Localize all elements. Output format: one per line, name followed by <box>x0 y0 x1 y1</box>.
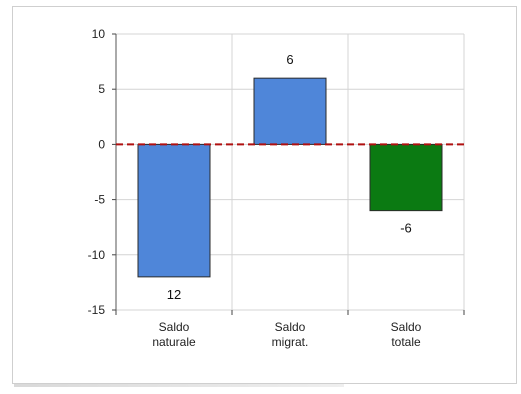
bar <box>137 143 211 278</box>
chart-bars <box>137 77 443 278</box>
bar-value-label: 6 <box>286 52 293 67</box>
y-tick-label: -15 <box>88 303 106 317</box>
chart-frame: 10 5 0 -5 -10 -15 12 Saldo naturale 6 Saldo migrat.… <box>12 6 517 384</box>
chart-axes <box>112 33 468 315</box>
y-tick-label: 10 <box>92 27 106 41</box>
bar-chart: 1050-5-10-1512Saldonaturale6Saldomigrat.… <box>88 27 468 349</box>
y-tick-label: 5 <box>98 82 105 96</box>
bar-value-label: 12 <box>167 287 181 302</box>
x-category-label: migrat. <box>272 335 309 349</box>
y-tick-label: -5 <box>94 193 105 207</box>
footer-strip <box>14 384 344 387</box>
bar-value-label: -6 <box>400 221 412 236</box>
y-tick-label: 0 <box>98 137 105 151</box>
x-category-label: naturale <box>152 335 196 349</box>
x-category-label: Saldo <box>159 320 190 334</box>
x-category-label: Saldo <box>275 320 306 334</box>
x-category-label: totale <box>391 335 421 349</box>
bar <box>253 77 327 145</box>
chart-labels: 1050-5-10-1512Saldonaturale6Saldomigrat.… <box>88 27 422 349</box>
y-tick-label: -10 <box>88 248 106 262</box>
x-category-label: Saldo <box>391 320 422 334</box>
bar <box>369 143 443 212</box>
